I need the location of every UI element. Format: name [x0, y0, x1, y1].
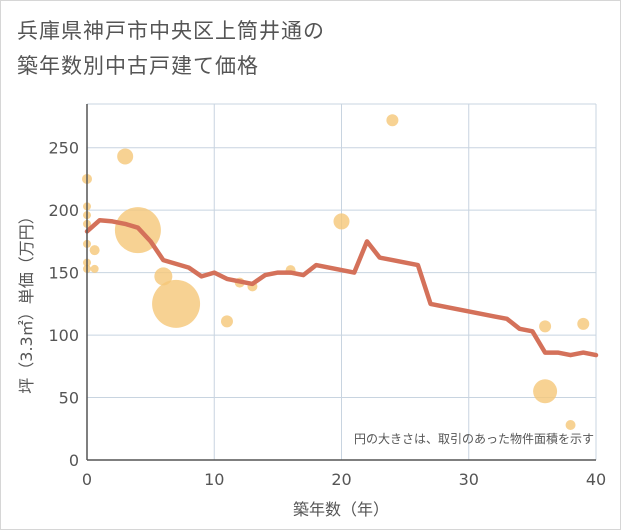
bubble-point [565, 420, 576, 431]
bubble-point [386, 114, 399, 127]
grid-lines [87, 103, 597, 460]
tick-labels: 0 10 20 30 40 0 50 100 150 200 250 [48, 139, 606, 489]
bubble-point [220, 315, 233, 328]
x-tick-label: 20 [331, 470, 351, 489]
trend-line [84, 217, 599, 358]
bubble-point [90, 264, 99, 273]
chart-title-line-1: 兵庫県神戸市中央区上筒井通の [17, 19, 325, 43]
x-tick-label: 10 [204, 470, 224, 489]
bubble-point [152, 279, 201, 328]
y-tick-label: 0 [69, 451, 79, 470]
x-tick-label: 30 [459, 470, 479, 489]
trend-line-series [84, 217, 599, 358]
bubble-point [89, 245, 100, 256]
y-axis-label: 坪（3.3㎡）単価（万円） [17, 208, 36, 393]
bubble-point [577, 317, 590, 330]
y-tick-label: 250 [48, 139, 79, 158]
y-tick-label: 50 [59, 389, 79, 408]
chart-title-line-2: 築年数別中古戸建て価格 [17, 54, 259, 78]
chart-title: 兵庫県神戸市中央区上筒井通の 築年数別中古戸建て価格 [17, 14, 325, 84]
bubble-point [333, 213, 350, 230]
y-tick-label: 100 [48, 326, 79, 345]
x-tick-label: 0 [82, 470, 92, 489]
bubble-point [539, 320, 552, 333]
bubble-size-note: 円の大きさは、取引のあった物件面積を示す [354, 431, 594, 446]
x-axis-label: 築年数（年） [293, 500, 389, 519]
bubble-point [117, 148, 134, 165]
bubble-point [154, 267, 173, 286]
y-tick-label: 200 [48, 201, 79, 220]
x-tick-label: 40 [586, 470, 606, 489]
bubble-point [533, 379, 558, 404]
axes [86, 104, 596, 461]
y-tick-label: 150 [48, 264, 79, 283]
